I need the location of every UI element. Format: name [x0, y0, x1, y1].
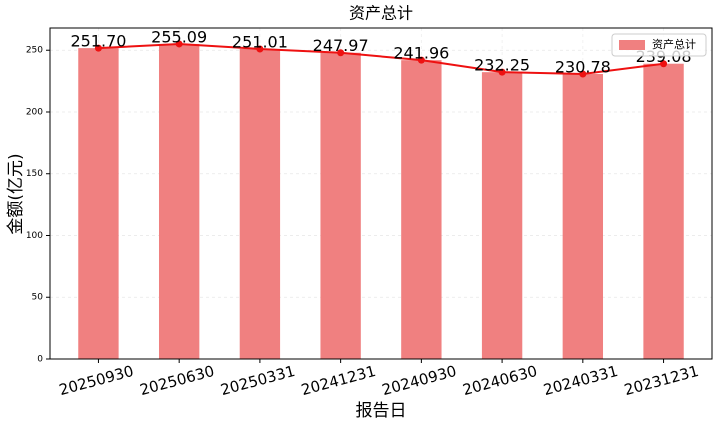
x-axis-label: 报告日 — [356, 401, 407, 421]
bar — [481, 72, 523, 359]
value-label: 247.97 — [313, 36, 369, 55]
chart-title: 资产总计 — [349, 4, 413, 23]
bar — [239, 48, 281, 359]
value-label: 255.09 — [151, 27, 207, 46]
x-tick-label: 20250331 — [219, 362, 297, 399]
plot-frame — [49, 27, 713, 360]
y-axis-label: 金额(亿元) — [6, 153, 26, 234]
bar — [320, 52, 361, 359]
point — [256, 45, 264, 53]
value-label: 251.01 — [232, 32, 288, 51]
legend-box — [611, 33, 707, 57]
y-tick-label: 200 — [26, 107, 43, 117]
y-tick-label: 0 — [37, 355, 43, 365]
x-tick-label: 20241231 — [299, 362, 377, 399]
x-tick-label: 20240930 — [380, 362, 458, 399]
point — [417, 56, 425, 64]
value-label: 251.70 — [70, 32, 126, 51]
point — [175, 40, 183, 48]
bar — [78, 48, 119, 360]
point — [498, 68, 506, 76]
legend-label: 资产总计 — [652, 37, 696, 51]
legend-swatch — [619, 40, 645, 50]
point — [660, 60, 668, 68]
bar — [643, 63, 684, 360]
y-tick-label: 150 — [26, 169, 43, 179]
value-label: 241.96 — [393, 44, 449, 63]
point — [337, 49, 345, 57]
legend: 资产总计 — [611, 33, 707, 57]
bar — [562, 73, 604, 359]
y-tick-label: 250 — [26, 46, 43, 56]
trend-line — [98, 42, 664, 75]
value-label: 232.25 — [474, 56, 530, 75]
point — [94, 44, 102, 52]
y-tick-label: 50 — [32, 293, 44, 303]
x-tick-label: 20250930 — [57, 362, 135, 399]
x-tick-label: 20240630 — [461, 362, 539, 399]
point — [579, 70, 587, 78]
x-tick-label: 20231231 — [622, 362, 700, 399]
value-label: 230.78 — [555, 57, 611, 76]
x-tick-label: 20250630 — [138, 362, 216, 399]
bar — [401, 60, 442, 359]
x-tick-label: 20240331 — [541, 362, 619, 399]
y-tick-label: 100 — [26, 231, 43, 241]
bar — [158, 43, 200, 359]
